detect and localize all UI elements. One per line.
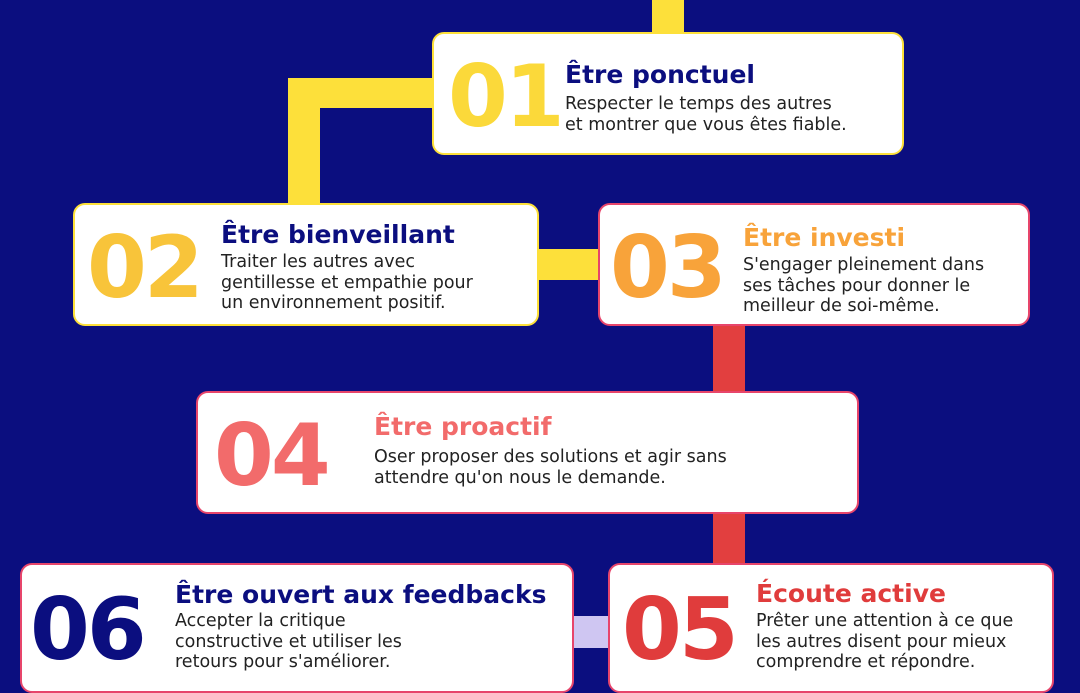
- step-description: Accepter la critique constructive et util…: [175, 611, 402, 673]
- step-number: 06: [30, 580, 147, 680]
- description-line: constructive et utiliser les: [175, 631, 402, 652]
- connector: [713, 512, 745, 565]
- step-title: Être proactif: [374, 412, 552, 441]
- connector: [537, 249, 600, 280]
- step-title: Être ouvert aux feedbacks: [175, 580, 547, 609]
- description-line: gentillesse et empathie pour: [221, 272, 473, 293]
- step-card: 04 Être proactif Oser proposer des solut…: [196, 391, 859, 514]
- description-line: ses tâches pour donner le: [743, 275, 971, 296]
- step-card: 06 Être ouvert aux feedbacks Accepter la…: [20, 563, 574, 693]
- step-title: Être ponctuel: [565, 60, 755, 89]
- connector: [288, 78, 320, 205]
- description-line: meilleur de soi-même.: [743, 296, 940, 316]
- description-line: un environnement positif.: [221, 293, 446, 313]
- step-number: 04: [214, 406, 331, 506]
- step-title: Être bienveillant: [221, 220, 455, 249]
- description-line: Oser proposer des solutions et agir sans: [374, 447, 727, 467]
- step-description: Oser proposer des solutions et agir sans…: [374, 447, 727, 488]
- description-line: S'engager pleinement dans: [743, 255, 985, 275]
- description-line: Traiter les autres avec: [221, 252, 415, 272]
- description-line: Prêter une attention à ce que: [756, 611, 1014, 631]
- description-line: Accepter la critique: [175, 611, 346, 631]
- step-title: Écoute active: [756, 579, 946, 608]
- step-card: 03 Être investi S'engager pleinement dan…: [598, 203, 1030, 326]
- connector: [572, 616, 610, 648]
- page: 01 Être ponctuel Respecter le temps des …: [20, 0, 1054, 693]
- step-description: Prêter une attention à ce que les autres …: [756, 611, 1013, 673]
- step-description: Respecter le temps des autres et montrer …: [565, 94, 847, 135]
- step-title: Être investi: [743, 223, 906, 252]
- description-line: retours pour s'améliorer.: [175, 652, 391, 672]
- description-line: comprendre et répondre.: [756, 652, 976, 672]
- connector: [652, 0, 684, 34]
- step-number: 02: [87, 218, 204, 318]
- step-card: 01 Être ponctuel Respecter le temps des …: [432, 32, 904, 155]
- step-number: 01: [448, 47, 565, 147]
- step-number: 05: [622, 580, 739, 680]
- description-line: et montrer que vous êtes fiable.: [565, 114, 847, 135]
- step-description: Traiter les autres avec gentillesse et em…: [221, 252, 473, 314]
- step-card: 02 Être bienveillant Traiter les autres …: [73, 203, 539, 326]
- connector: [713, 324, 745, 393]
- description-line: les autres disent pour mieux: [756, 631, 1007, 652]
- step-card: 05 Écoute active Prêter une attention à …: [608, 563, 1054, 693]
- description-line: Respecter le temps des autres: [565, 94, 832, 114]
- description-line: attendre qu'on nous le demande.: [374, 467, 666, 488]
- step-number: 03: [610, 218, 727, 318]
- step-description: S'engager pleinement dans ses tâches pour…: [743, 255, 984, 317]
